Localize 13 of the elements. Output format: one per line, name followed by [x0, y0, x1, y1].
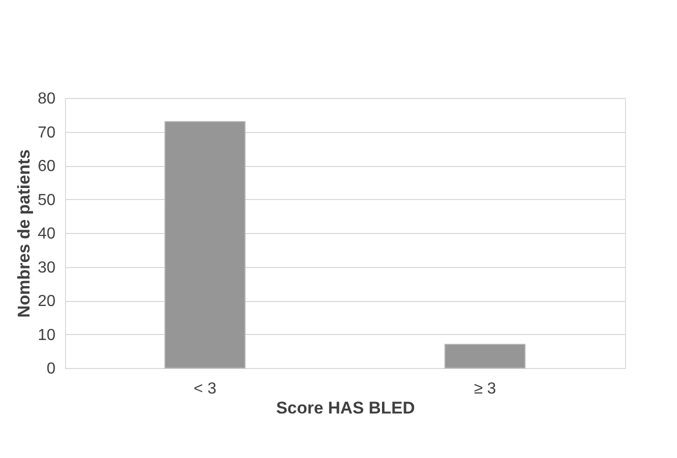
y-tick-label: 70: [38, 124, 56, 142]
y-tick-label: 30: [38, 259, 56, 276]
y-tick-label: 80: [38, 90, 56, 108]
x-tick-label: ≥ 3: [474, 380, 496, 398]
y-tick-label: 50: [38, 192, 56, 209]
y-tick-label: 20: [38, 293, 56, 310]
x-tick-label: < 3: [194, 380, 216, 398]
y-tick-label: 0: [46, 360, 56, 378]
y-tick-label: 40: [38, 226, 56, 242]
y-tick-label: 10: [38, 326, 56, 344]
y-axis-title: Nombres de patients: [14, 149, 34, 318]
x-axis-title: Score HAS BLED: [276, 398, 415, 418]
y-tick-label: 60: [38, 158, 56, 175]
